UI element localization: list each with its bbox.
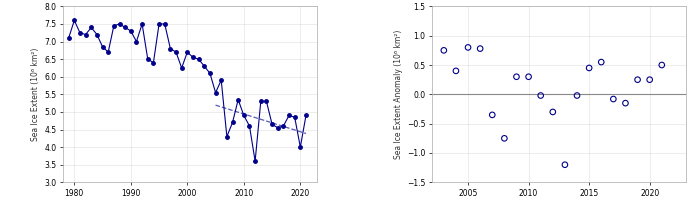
Point xyxy=(632,78,643,81)
Point xyxy=(475,47,486,50)
Point xyxy=(511,75,522,78)
Point xyxy=(559,163,570,166)
Y-axis label: Sea Ice Extent (10⁶ km²): Sea Ice Extent (10⁶ km²) xyxy=(32,48,41,141)
Point xyxy=(499,137,510,140)
Point xyxy=(620,102,631,105)
Point xyxy=(523,75,534,78)
Point xyxy=(608,97,619,101)
Point xyxy=(656,63,667,67)
Point xyxy=(584,66,595,70)
Point xyxy=(644,78,655,81)
Point xyxy=(486,113,498,117)
Point xyxy=(450,69,461,73)
Y-axis label: Sea Ice Extent Anomaly (10⁶ km²): Sea Ice Extent Anomaly (10⁶ km²) xyxy=(394,30,402,159)
Point xyxy=(571,94,582,97)
Point xyxy=(463,46,474,49)
Point xyxy=(596,60,607,64)
Point xyxy=(547,110,559,114)
Point xyxy=(535,94,546,97)
Point xyxy=(438,49,449,52)
